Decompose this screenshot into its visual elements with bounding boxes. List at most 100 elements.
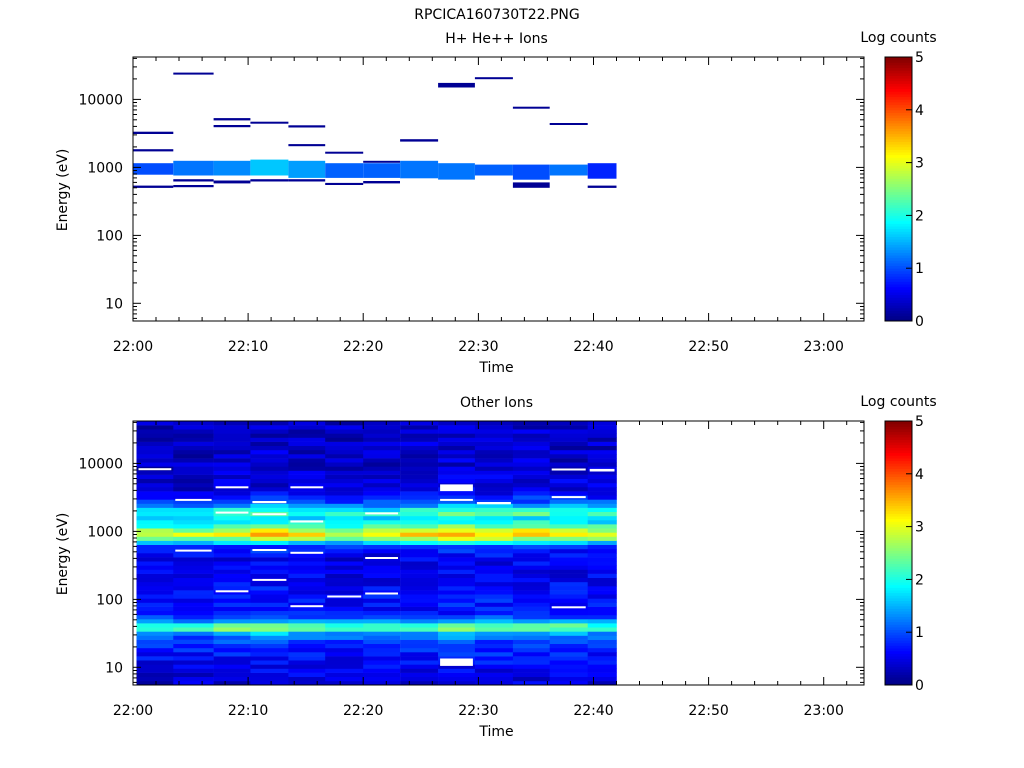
colorbar-segment (885, 423, 912, 427)
heatmap-cell (325, 528, 364, 533)
colorbar-segment (885, 247, 912, 251)
heatmap-cell (438, 586, 476, 591)
heatmap-cell (512, 619, 550, 624)
heatmap-cell (136, 495, 174, 500)
heatmap-cell (213, 499, 251, 504)
heatmap-cell (325, 495, 364, 500)
heatmap-cell (136, 635, 174, 640)
colorbar-segment (885, 637, 912, 641)
heatmap-cell (173, 577, 214, 583)
heatmap-cell (587, 185, 617, 188)
heatmap-cell (288, 482, 326, 488)
heatmap-cell (133, 163, 174, 175)
heatmap-cell (512, 520, 550, 525)
colorbar-segment (885, 284, 912, 288)
heatmap-cell (173, 590, 214, 595)
heatmap-cell (250, 491, 289, 496)
heatmap-cell (549, 164, 588, 176)
heatmap-cell (325, 606, 364, 611)
heatmap-cell (288, 445, 326, 451)
heatmap-cell (288, 441, 326, 446)
colorbar-segment (885, 297, 912, 301)
heatmap-cell (213, 458, 251, 463)
heatmap-cell (363, 668, 401, 673)
heatmap-cell (288, 656, 326, 661)
heatmap-cell (250, 159, 289, 176)
heatmap-cell (587, 548, 617, 554)
colorbar: 0 1 2 3 4 5 Log counts (860, 30, 936, 330)
heatmap-cell (325, 652, 364, 657)
heatmap-cell (400, 635, 439, 640)
colorbar-segment (885, 99, 912, 103)
heatmap-cell (587, 163, 617, 179)
heatmap-cell (213, 441, 251, 446)
heatmap-cell (438, 676, 476, 682)
heatmap-cell (325, 429, 364, 434)
heatmap-cell (438, 664, 476, 669)
heatmap-cell (173, 445, 214, 451)
heatmap-cell (250, 660, 289, 665)
heatmap-cell (587, 590, 617, 595)
heatmap-cell (587, 635, 617, 640)
heatmap-cell (173, 474, 214, 479)
x-tick-label: 22:40 (573, 339, 613, 355)
colorbar-segment (885, 157, 912, 161)
heatmap-cell (173, 614, 214, 620)
heatmap-cell (173, 668, 214, 673)
heatmap-cell (136, 491, 174, 496)
heatmap-cell (173, 652, 214, 657)
empty-bin (440, 658, 473, 666)
heatmap-cell (136, 445, 174, 451)
colorbar-segment (885, 677, 912, 681)
heatmap-cell (512, 474, 550, 479)
heatmap-cell (325, 548, 364, 554)
colorbar-segment (885, 252, 912, 256)
heatmap-cell (325, 433, 364, 438)
heatmap-cell (587, 639, 617, 644)
colorbar-segment (885, 62, 912, 66)
colorbar-segment (885, 674, 912, 678)
colorbar-segment (885, 167, 912, 172)
x-tick-label: 22:50 (688, 703, 728, 719)
colorbar-segment (885, 629, 912, 633)
heatmap-cell (400, 433, 439, 438)
heatmap-cell (136, 474, 174, 479)
colorbar-segment (885, 642, 912, 646)
colorbar-segment (885, 83, 912, 87)
colorbar-tick-label: 2 (915, 208, 924, 224)
heatmap-cell (136, 668, 174, 673)
heatmap-cell (363, 680, 401, 686)
heatmap-cell (474, 532, 514, 537)
heatmap-cell (512, 672, 550, 677)
heatmap-cell (400, 449, 439, 455)
colorbar-segment (885, 518, 912, 522)
heatmap-cell (400, 606, 439, 611)
colorbar-segment (885, 516, 912, 520)
heatmap-cell (549, 561, 588, 566)
heatmap-cell (549, 425, 588, 430)
heatmap-cell (173, 466, 214, 471)
heatmap-cell (549, 619, 588, 624)
colorbar-segment (885, 244, 912, 248)
y-tick-label: 100 (96, 592, 123, 608)
heatmap-cell (587, 577, 617, 583)
heatmap-cell (400, 672, 439, 677)
heatmap-cells (136, 421, 617, 686)
colorbar-segment (885, 444, 912, 448)
heatmap-cell (438, 639, 476, 644)
empty-bin (290, 551, 324, 554)
colorbar-segment (885, 141, 912, 145)
heatmap-cell (474, 445, 514, 451)
heatmap-cell (325, 499, 364, 504)
heatmap-cell (213, 606, 251, 611)
heatmap-cell (325, 643, 364, 649)
heatmap-cell (587, 553, 617, 558)
heatmap-cell (438, 528, 476, 533)
heatmap-cell (213, 449, 251, 455)
heatmap-cell (213, 557, 251, 562)
heatmap-cell (173, 478, 214, 484)
colorbar-segment (885, 655, 912, 660)
heatmap-cell (325, 581, 364, 587)
colorbar-segment (885, 624, 912, 628)
heatmap-cell (474, 495, 514, 500)
